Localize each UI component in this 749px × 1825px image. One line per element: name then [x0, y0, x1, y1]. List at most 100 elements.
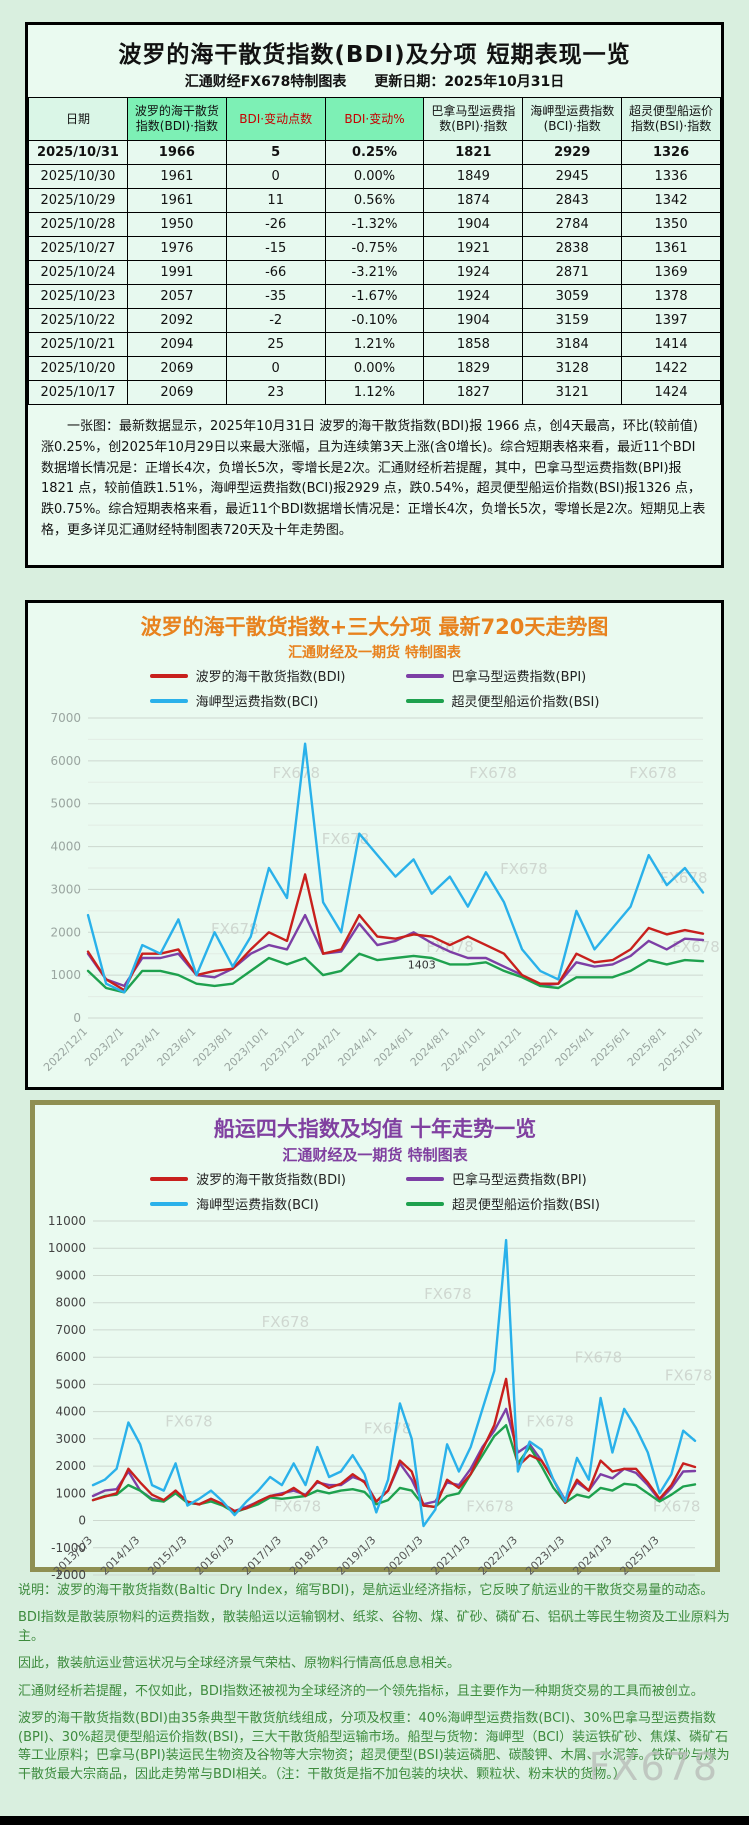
- svg-text:11000: 11000: [48, 1215, 86, 1228]
- page-title: 波罗的海干散货指数(BDI)及分项 短期表现一览: [118, 42, 631, 68]
- table-cell: 1424: [621, 380, 721, 405]
- table-cell: 1414: [621, 332, 721, 357]
- column-header: 巴拿马型运费指数(BPI)·指数: [423, 97, 524, 141]
- column-header: BDI·变动点数: [225, 97, 326, 141]
- table-cell: 1904: [423, 212, 524, 237]
- table-row: 2025/10/21 2094 25 1.21% 1858 3184 1414: [28, 332, 721, 357]
- legend-item: 波罗的海干散货指数(BDI): [149, 666, 346, 685]
- table-row: 2025/10/27 1976 -15 -0.75% 1921 2838 1361: [28, 236, 721, 261]
- note-line: 说明：波罗的海干散货指数(Baltic Dry Index，缩写BDI)，是航运…: [18, 1583, 714, 1598]
- svg-text:9000: 9000: [55, 1269, 86, 1283]
- svg-text:8000: 8000: [55, 1296, 86, 1310]
- svg-text:2021/1/3: 2021/1/3: [429, 1534, 473, 1578]
- table-cell: -2: [225, 308, 326, 333]
- table-row: 2025/10/24 1991 -66 -3.21% 1924 2871 1369: [28, 260, 721, 285]
- legend-item: 超灵便型船运价指数(BSI): [405, 691, 599, 710]
- table-cell: 2025/10/31: [28, 140, 128, 165]
- table-cell: 1874: [423, 188, 524, 213]
- svg-text:0: 0: [78, 1514, 86, 1528]
- svg-text:2000: 2000: [50, 925, 81, 939]
- column-header: 海岬型运费指数(BCI)·指数: [522, 97, 623, 141]
- svg-text:4000: 4000: [55, 1405, 86, 1419]
- fx678-watermark: FX678: [424, 1285, 472, 1303]
- legend-swatch: [149, 673, 188, 678]
- table-cell: 1342: [621, 188, 721, 213]
- column-header: 波罗的海干散货指数(BDI)·指数: [126, 97, 227, 141]
- legend-label: 波罗的海干散货指数(BDI): [195, 670, 346, 685]
- table-cell: -35: [225, 284, 326, 309]
- table-cell: 1.21%: [324, 332, 425, 357]
- svg-text:5000: 5000: [50, 797, 81, 811]
- fx678-watermark: FX678: [273, 764, 321, 782]
- legend-item: 超灵便型船运价指数(BSI): [406, 1194, 600, 1213]
- svg-text:7000: 7000: [50, 712, 81, 725]
- fx678-watermark: FX678: [426, 938, 474, 956]
- table-cell: -26: [225, 212, 326, 237]
- table-cell: 0: [225, 164, 326, 189]
- legend-swatch: [406, 1176, 444, 1181]
- legend-item: 巴拿马型运费指数(BPI): [406, 1169, 600, 1188]
- table-cell: 0: [225, 356, 326, 381]
- table-cell: 2025/10/29: [28, 188, 128, 213]
- fx678-watermark: FX678: [466, 1497, 514, 1515]
- fx678-watermark: FX678: [364, 1419, 412, 1437]
- svg-text:2014/1/3: 2014/1/3: [98, 1534, 142, 1578]
- table-cell: 1849: [423, 164, 524, 189]
- svg-text:2022/1/3: 2022/1/3: [476, 1534, 520, 1578]
- fx678-watermark: FX678: [262, 1313, 310, 1331]
- note-line: 因此，散装航运业营运状况与全球经济景气荣枯、原物料行情高低息息相关。: [18, 1656, 461, 1672]
- table-cell: 1.12%: [324, 380, 425, 405]
- fx678-watermark: FX678: [526, 1412, 574, 1430]
- legend-item: 巴拿马型运费指数(BPI): [405, 666, 600, 685]
- svg-text:2018/1/3: 2018/1/3: [287, 1534, 331, 1578]
- legend-label: 巴拿马型运费指数(BPI): [452, 1173, 587, 1188]
- legend-item: 海岬型运费指数(BCI): [150, 1194, 346, 1213]
- svg-text:1000: 1000: [50, 968, 81, 982]
- svg-text:6000: 6000: [50, 754, 81, 768]
- table-cell: 1950: [126, 212, 227, 237]
- svg-text:1403: 1403: [408, 959, 436, 972]
- table-cell: 0.25%: [324, 140, 425, 165]
- short-term-section: 波罗的海干散货指数(BDI)及分项 短期表现一览 汇通财经FX678特制图表 更…: [25, 22, 724, 568]
- chart2-title: 船运四大指数及均值 十年走势一览: [213, 1117, 537, 1141]
- table-cell: 2092: [126, 308, 227, 333]
- svg-text:0: 0: [73, 1011, 81, 1025]
- table-row: 2025/10/30 1961 0 0.00% 1849 2945 1336: [28, 164, 721, 189]
- table-cell: 2784: [522, 212, 623, 237]
- table-cell: 2094: [126, 332, 227, 357]
- chart1-subtitle: 汇通财经及一期货 特制图表: [288, 645, 461, 661]
- table-cell: 1827: [423, 380, 524, 405]
- fx678-watermark: FX678: [653, 1497, 701, 1515]
- fx678-watermark: FX678: [165, 1412, 213, 1430]
- table-cell: -3.21%: [324, 260, 425, 285]
- table-cell: 1966: [126, 140, 227, 165]
- svg-text:2024/1/3: 2024/1/3: [570, 1534, 614, 1578]
- table-cell: 2843: [522, 188, 623, 213]
- svg-text:7000: 7000: [55, 1323, 86, 1337]
- table-cell: 1904: [423, 308, 524, 333]
- table-cell: 1326: [621, 140, 721, 165]
- table-cell: 25: [225, 332, 326, 357]
- legend-item: 海岬型运费指数(BCI): [149, 691, 346, 710]
- table-cell: -15: [225, 236, 326, 261]
- svg-text:1000: 1000: [55, 1486, 86, 1500]
- column-header: BDI·变动%: [324, 97, 425, 141]
- fx678-watermark: FX678: [665, 1366, 713, 1384]
- fx678-watermark: FX678: [211, 920, 259, 938]
- svg-text:2016/1/3: 2016/1/3: [193, 1534, 237, 1578]
- table-cell: 2929: [522, 140, 623, 165]
- table-cell: -0.10%: [324, 308, 425, 333]
- table-cell: 3159: [522, 308, 623, 333]
- svg-text:2017/1/3: 2017/1/3: [240, 1534, 284, 1578]
- table-cell: -1.32%: [324, 212, 425, 237]
- legend-swatch: [405, 698, 444, 703]
- legend-label: 波罗的海干散货指数(BDI): [196, 1173, 346, 1188]
- legend-item: 波罗的海干散货指数(BDI): [150, 1169, 346, 1188]
- chart2-canvas: -2000 -1000 0 1000 2000 3000 4000 5000 6000 7000 8…: [48, 1215, 713, 1582]
- table-cell: 0.00%: [324, 356, 425, 381]
- svg-text:2000: 2000: [55, 1459, 86, 1473]
- fx678-watermark: FX678: [274, 1497, 322, 1515]
- legend-label: 海岬型运费指数(BCI): [195, 695, 319, 710]
- chart1-canvas: 0 1000 2000 3000 4000 5000 6000 7000 FX678 FX678 F…: [41, 712, 719, 1074]
